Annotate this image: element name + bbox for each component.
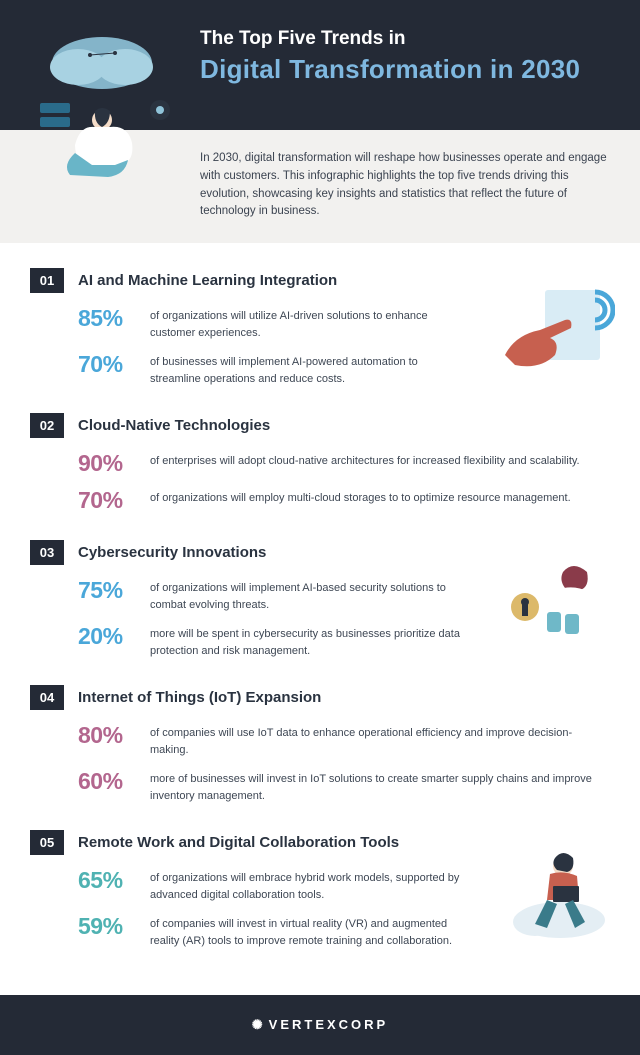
trend-number: 01 <box>30 268 64 293</box>
trend-number: 03 <box>30 540 64 565</box>
stat-row: 65% of organizations will embrace hybrid … <box>78 867 470 903</box>
stat-row: 70% of organizations will employ multi-cl… <box>78 487 610 514</box>
stat-row: 59% of companies will invest in virtual r… <box>78 913 470 949</box>
stat-rows: 80% of companies will use IoT data to enh… <box>30 722 610 804</box>
stat-rows: 90% of enterprises will adopt cloud-nativ… <box>30 450 610 514</box>
trend-title: Cloud-Native Technologies <box>78 417 270 434</box>
stat-percent: 65% <box>78 867 136 894</box>
trend-head: 04 Internet of Things (IoT) Expansion <box>30 685 610 710</box>
trend-section: 03 Cybersecurity Innovations 75% of organiz… <box>30 540 610 659</box>
trend-illustration <box>495 552 615 652</box>
stat-percent: 70% <box>78 351 136 378</box>
trend-number: 04 <box>30 685 64 710</box>
stat-row: 70% of businesses will implement AI-power… <box>78 351 470 387</box>
stat-row: 90% of enterprises will adopt cloud-nativ… <box>78 450 610 477</box>
trend-title: Remote Work and Digital Collaboration To… <box>78 834 399 851</box>
intro-text: In 2030, digital transformation will res… <box>200 152 607 217</box>
stat-percent: 80% <box>78 722 136 749</box>
trend-illustration <box>495 842 615 942</box>
trends-list: 01 AI and Machine Learning Integration 85%… <box>0 243 640 995</box>
stat-desc: of organizations will employ multi-cloud… <box>150 487 571 507</box>
stat-desc: more will be spent in cybersecurity as b… <box>150 623 470 659</box>
brand-name: VERTEXCORP <box>269 1017 389 1032</box>
trend-section: 04 Internet of Things (IoT) Expansion 80% o… <box>30 685 610 804</box>
trend-number: 02 <box>30 413 64 438</box>
brand-icon: ✺ <box>252 1017 263 1032</box>
stat-row: 60% more of businesses will invest in IoT… <box>78 768 610 804</box>
stat-desc: of organizations will utilize AI-driven … <box>150 305 470 341</box>
stat-desc: more of businesses will invest in IoT so… <box>150 768 610 804</box>
trend-section: 05 Remote Work and Digital Collaboration … <box>30 830 610 949</box>
stat-percent: 59% <box>78 913 136 940</box>
stat-row: 75% of organizations will implement AI-ba… <box>78 577 470 613</box>
stat-desc: of organizations will implement AI-based… <box>150 577 470 613</box>
stat-desc: of enterprises will adopt cloud-native a… <box>150 450 580 470</box>
trend-illustration <box>495 280 615 380</box>
trend-section: 01 AI and Machine Learning Integration 85%… <box>30 268 610 387</box>
hero-band: The Top Five Trends in Digital Transform… <box>0 0 640 130</box>
infographic-page: The Top Five Trends in Digital Transform… <box>0 0 640 1055</box>
stat-row: 80% of companies will use IoT data to enh… <box>78 722 610 758</box>
stat-row: 85% of organizations will utilize AI-driv… <box>78 305 470 341</box>
stat-percent: 90% <box>78 450 136 477</box>
stat-row: 20% more will be spent in cybersecurity a… <box>78 623 470 659</box>
stat-percent: 70% <box>78 487 136 514</box>
trend-title: AI and Machine Learning Integration <box>78 272 337 289</box>
stat-desc: of businesses will implement AI-powered … <box>150 351 470 387</box>
hero-illustration <box>20 25 185 185</box>
stat-percent: 20% <box>78 623 136 650</box>
footer-band: ✺ VERTEXCORP <box>0 995 640 1055</box>
stat-percent: 75% <box>78 577 136 604</box>
trend-title: Internet of Things (IoT) Expansion <box>78 689 321 706</box>
trend-title: Cybersecurity Innovations <box>78 544 266 561</box>
hero-title-line2: Digital Transformation in 2030 <box>200 54 610 85</box>
trend-section: 02 Cloud-Native Technologies 90% of enterpr… <box>30 413 610 514</box>
stat-desc: of companies will use IoT data to enhanc… <box>150 722 610 758</box>
stat-percent: 85% <box>78 305 136 332</box>
trend-head: 02 Cloud-Native Technologies <box>30 413 610 438</box>
stat-percent: 60% <box>78 768 136 795</box>
trend-number: 05 <box>30 830 64 855</box>
hero-title-line1: The Top Five Trends in <box>200 28 610 50</box>
stat-desc: of organizations will embrace hybrid wor… <box>150 867 470 903</box>
stat-desc: of companies will invest in virtual real… <box>150 913 470 949</box>
